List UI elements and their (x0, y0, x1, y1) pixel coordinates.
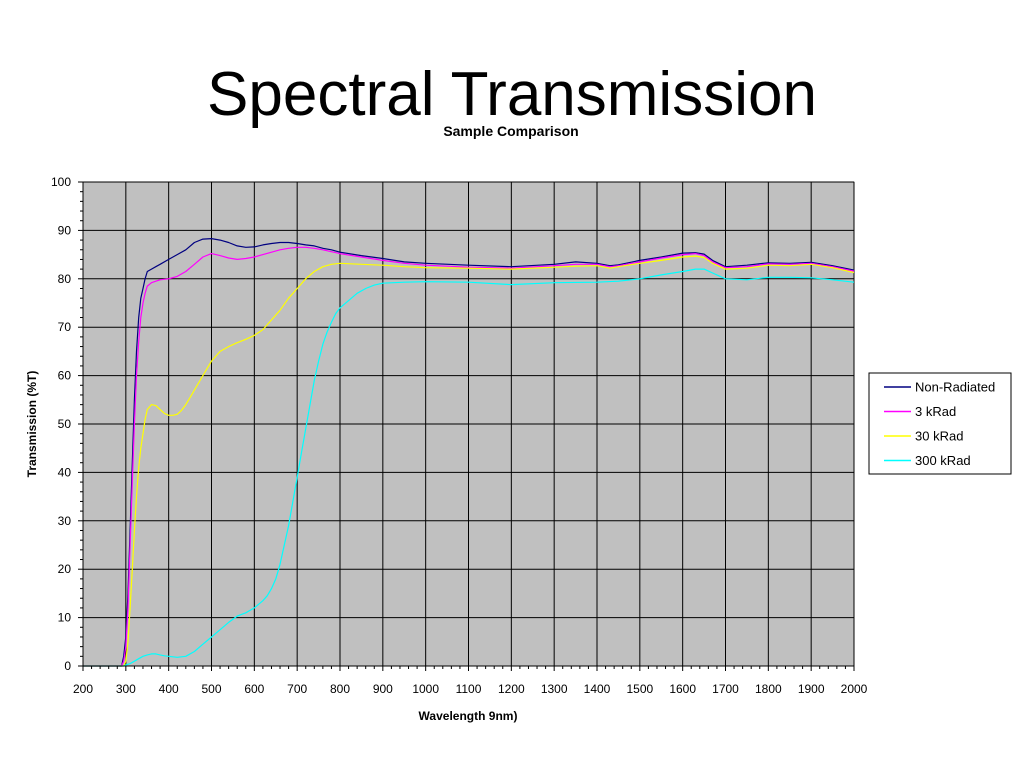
x-tick-label: 1600 (669, 682, 696, 696)
x-tick-label: 1200 (498, 682, 525, 696)
y-tick-label: 50 (58, 417, 72, 431)
series-line-3 (83, 268, 855, 667)
y-tick-label: 10 (58, 611, 72, 625)
legend-label-3: 300 kRad (915, 453, 971, 468)
legend-box (868, 372, 1012, 475)
y-tick-label: 60 (58, 369, 72, 383)
x-tick-label: 500 (201, 682, 221, 696)
x-tick-label: 1500 (626, 682, 653, 696)
x-tick-label: 600 (244, 682, 264, 696)
x-tick-label: 1800 (755, 682, 782, 696)
y-tick-label: 100 (51, 175, 71, 189)
x-tick-label: 1000 (412, 682, 439, 696)
legend: Non-Radiated 3 kRad 30 kRad 300 kRad (868, 372, 1012, 475)
x-tick-label: 1300 (541, 682, 568, 696)
x-tick-label: 400 (159, 682, 179, 696)
y-tick-label: 90 (58, 223, 72, 237)
x-tick-label: 1100 (456, 682, 482, 696)
series-line-2 (83, 255, 855, 667)
x-tick-label: 200 (73, 682, 93, 696)
y-tick-label: 70 (58, 320, 72, 334)
legend-label-2: 30 kRad (915, 429, 963, 444)
series-line-0 (83, 238, 855, 667)
legend-label-1: 3 kRad (915, 404, 956, 419)
x-tick-label: 300 (116, 682, 136, 696)
y-tick-label: 0 (64, 659, 71, 673)
x-tick-label: 1400 (584, 682, 611, 696)
slide-title: Spectral Transmission (207, 60, 817, 129)
x-tick-label: 1700 (712, 682, 739, 696)
x-tick-label: 700 (287, 682, 307, 696)
series-line-1 (83, 246, 855, 667)
y-tick-label: 40 (58, 465, 72, 479)
x-tick-label: 1900 (798, 682, 825, 696)
x-axis-label: Wavelength 9nm) (419, 709, 518, 723)
y-tick-label: 20 (58, 562, 72, 576)
y-tick-label: 80 (58, 272, 72, 286)
y-tick-label: 30 (58, 514, 72, 528)
x-tick-label: 800 (330, 682, 350, 696)
legend-label-0: Non-Radiated (915, 380, 995, 395)
y-axis-label: Transmission (%T) (25, 371, 39, 478)
x-tick-label: 900 (373, 682, 393, 696)
chart-title: Sample Comparison (443, 123, 578, 139)
x-tick-label: 2000 (841, 682, 868, 696)
